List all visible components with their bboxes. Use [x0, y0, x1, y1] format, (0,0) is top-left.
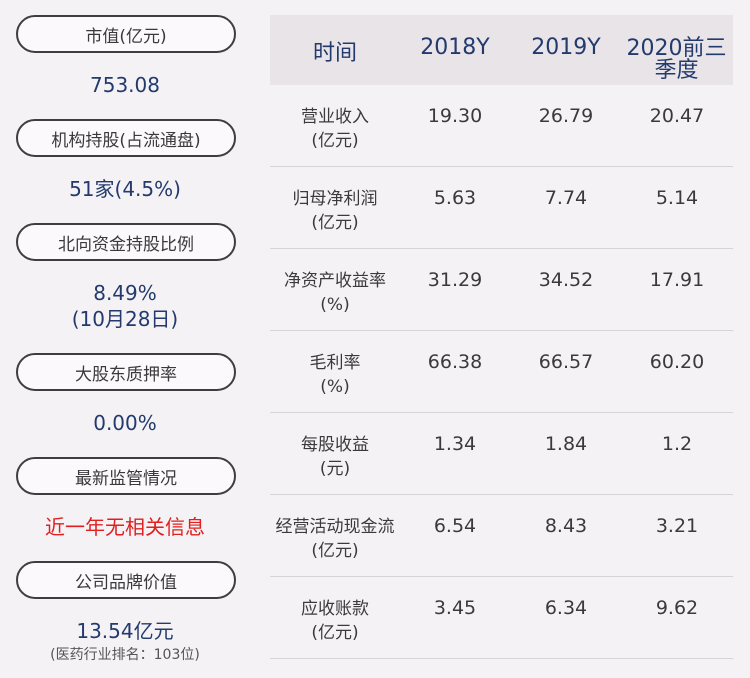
cell-2018y: 31.29	[427, 269, 483, 291]
header-2018y: 2018Y	[420, 35, 490, 60]
row-label-unit: (%)	[320, 377, 350, 397]
northbound-ratio-value: 8.49%	[93, 281, 157, 305]
header-2020q3-line2: 季度	[654, 58, 699, 83]
header-2020q3: 2020前三 季度	[620, 15, 733, 85]
cell-2018y: 66.38	[427, 351, 483, 373]
row-label-unit: (亿元)	[311, 213, 359, 233]
cell-2020q3: 17.91	[649, 269, 705, 291]
table-header: 时间 2018Y 2019Y 2020前三 季度	[270, 15, 733, 85]
cell-2018y: 6.54	[433, 515, 477, 537]
cell-2019y: 6.34	[544, 597, 588, 619]
row-label-unit: (%)	[320, 295, 350, 315]
row-label: 应收账款 (亿元)	[270, 597, 400, 645]
cell-2019y: 1.84	[544, 433, 588, 455]
table-row: 经营活动现金流 (亿元) 6.54 8.43 3.21	[270, 495, 733, 577]
row-label: 净资产收益率 (%)	[270, 269, 400, 317]
row-label-name: 每股收益	[301, 435, 369, 455]
row-label-name: 经营活动现金流	[275, 517, 395, 537]
regulatory-status-label: 最新监管情况	[16, 457, 236, 495]
northbound-ratio-date: (10月28日)	[71, 307, 179, 331]
cell-2018y: 5.63	[433, 187, 477, 209]
cell-2019y: 34.52	[538, 269, 594, 291]
left-panel: 市值(亿元) 753.08 机构持股(占流通盘) 51家(4.5%) 北向资金持…	[0, 0, 250, 678]
northbound-ratio-label: 北向资金持股比例	[16, 223, 236, 261]
row-label-unit: (亿元)	[311, 623, 359, 643]
table-row: 每股收益 (元) 1.34 1.84 1.2	[270, 413, 733, 495]
row-label-name: 应收账款	[301, 599, 369, 619]
cell-2020q3: 1.2	[661, 433, 693, 455]
row-label-name: 毛利率	[309, 353, 361, 373]
cell-2020q3: 20.47	[649, 105, 705, 127]
brand-value-value: 13.54亿元	[76, 619, 174, 643]
market-cap-label: 市值(亿元)	[16, 15, 236, 53]
pledge-ratio-label: 大股东质押率	[16, 353, 236, 391]
brand-value-label: 公司品牌价值	[16, 561, 236, 599]
row-label-unit: (元)	[319, 459, 351, 479]
cell-2020q3: 3.21	[655, 515, 699, 537]
cell-2018y: 19.30	[427, 105, 483, 127]
row-label-unit: (亿元)	[311, 541, 359, 561]
cell-2020q3: 60.20	[649, 351, 705, 373]
row-label: 归母净利润 (亿元)	[270, 187, 400, 235]
row-label: 经营活动现金流 (亿元)	[270, 515, 400, 563]
cell-2020q3: 5.14	[655, 187, 699, 209]
table-row: 应收账款 (亿元) 3.45 6.34 9.62	[270, 577, 733, 659]
table-row: 营业收入 (亿元) 19.30 26.79 20.47	[270, 85, 733, 167]
row-label-name: 归母净利润	[292, 189, 378, 209]
row-label: 毛利率 (%)	[270, 351, 400, 399]
table-row: 净资产收益率 (%) 31.29 34.52 17.91	[270, 249, 733, 331]
cell-2020q3: 9.62	[655, 597, 699, 619]
market-cap-value: 753.08	[90, 73, 160, 97]
table-row: 毛利率 (%) 66.38 66.57 60.20	[270, 331, 733, 413]
financial-table: 时间 2018Y 2019Y 2020前三 季度 营业收入 (亿元) 19.30…	[270, 15, 733, 659]
cell-2019y: 7.74	[544, 187, 588, 209]
row-label-unit: (亿元)	[311, 131, 359, 151]
row-label: 每股收益 (元)	[270, 433, 400, 481]
institution-holding-value: 51家(4.5%)	[69, 177, 181, 201]
institution-holding-label: 机构持股(占流通盘)	[16, 119, 236, 157]
cell-2018y: 3.45	[433, 597, 477, 619]
cell-2019y: 26.79	[538, 105, 594, 127]
row-label: 营业收入 (亿元)	[270, 105, 400, 153]
table-row: 归母净利润 (亿元) 5.63 7.74 5.14	[270, 167, 733, 249]
header-2019y: 2019Y	[531, 35, 601, 60]
brand-value-rank-note: (医药行业排名：103位)	[50, 647, 200, 663]
regulatory-status-value: 近一年无相关信息	[45, 515, 205, 539]
header-2020q3-line1: 2020前三	[626, 36, 727, 61]
cell-2019y: 66.57	[538, 351, 594, 373]
pledge-ratio-value: 0.00%	[93, 411, 157, 435]
header-time: 时间	[312, 41, 357, 66]
cell-2018y: 1.34	[433, 433, 477, 455]
cell-2019y: 8.43	[544, 515, 588, 537]
row-label-name: 净资产收益率	[284, 271, 386, 291]
row-label-name: 营业收入	[301, 107, 369, 127]
